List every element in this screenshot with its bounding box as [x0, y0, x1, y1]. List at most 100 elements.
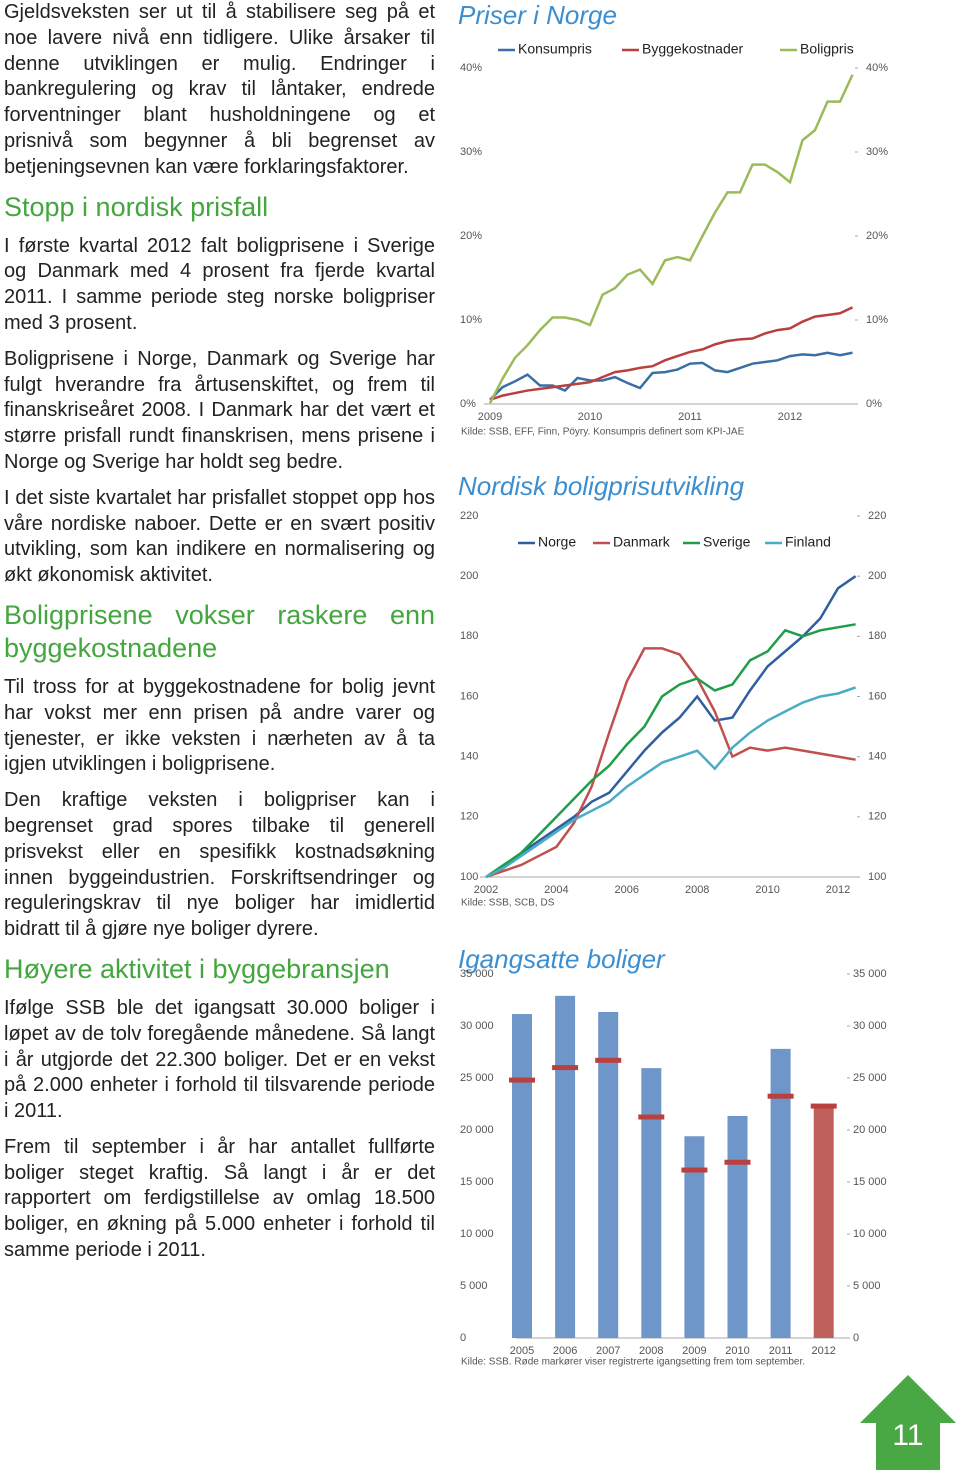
x-tick-label: 2012	[778, 411, 802, 423]
chart-title: Priser i Norge	[458, 0, 617, 30]
x-tick-label: 2007	[596, 1345, 620, 1357]
paragraph: Frem til september i år har antallet ful…	[4, 1135, 435, 1262]
line	[485, 647, 856, 879]
page-number: 11	[892, 1419, 923, 1452]
x-tick-label: 2004	[544, 884, 568, 896]
marker	[638, 1114, 665, 1120]
y-tick-label-right: 220	[868, 510, 886, 522]
y-tick-label-right: 0	[853, 1332, 859, 1344]
y-tick-label: 10%	[460, 314, 482, 326]
y-tick-label: 5 000	[460, 1280, 488, 1292]
legend-label: Danmark	[613, 534, 671, 550]
bar	[598, 1011, 619, 1338]
y-tick-label: 20 000	[460, 1124, 494, 1136]
paragraph: Gjeldsveksten ser ut til å stabilisere s…	[4, 1, 435, 178]
y-tick-label: 15 000	[460, 1176, 494, 1188]
bar	[813, 1106, 834, 1338]
bar	[512, 1014, 532, 1338]
chart-title: Nordisk boligprisutvikling	[458, 471, 745, 501]
y-tick-label-right: 30%	[866, 146, 888, 158]
y-tick-label-right: 20 000	[853, 1124, 887, 1136]
line	[485, 623, 856, 879]
y-tick-label-right: 180	[868, 630, 886, 642]
y-tick-label-right: 200	[868, 570, 886, 582]
marker	[810, 1103, 837, 1109]
chart-note: Kilde: SSB, EFF, Finn, Pöyry. Konsumpris…	[461, 427, 745, 438]
y-tick-label-right: 40%	[866, 62, 888, 74]
chart-note: Kilde: SSB. Røde markører viser registre…	[461, 1357, 805, 1368]
x-tick-label: 2002	[474, 884, 498, 896]
paragraph: Ifølge SSB ble det igangsatt 30.000 boli…	[4, 996, 435, 1123]
y-tick-label: 0	[460, 1332, 466, 1344]
chart-note: Kilde: SSB, SCB, DS	[461, 898, 555, 909]
y-tick-label-right: 10%	[866, 314, 888, 326]
y-tick-label: 25 000	[460, 1072, 494, 1084]
heading: Stopp i nordisk prisfall	[4, 191, 269, 222]
y-tick-label: 40%	[460, 62, 482, 74]
legend-label: Konsumpris	[518, 41, 592, 57]
legend-label: Sverige	[703, 534, 751, 550]
heading: Høyere aktivitet i byggebransjen	[4, 953, 390, 984]
x-tick-label: 2010	[578, 411, 602, 423]
y-tick-label-right: 160	[868, 690, 886, 702]
y-tick-label-right: 100	[868, 871, 886, 883]
line	[488, 74, 854, 404]
legend-label: Boligpris	[800, 41, 854, 57]
y-tick-label-right: 20%	[866, 230, 888, 242]
legend-label: Norge	[538, 534, 576, 550]
legend-label: Byggekostnader	[642, 41, 744, 57]
marker	[509, 1077, 535, 1083]
bar	[727, 1115, 748, 1338]
line	[485, 575, 857, 879]
y-tick-label: 140	[460, 751, 478, 763]
y-tick-label: 0%	[460, 398, 476, 410]
heading: Boligprisene vokser raskere enn byggekos…	[4, 599, 435, 663]
x-tick-label: 2010	[755, 884, 779, 896]
marker	[767, 1093, 794, 1099]
y-tick-label: 10 000	[460, 1228, 494, 1240]
y-tick-label-right: 25 000	[853, 1072, 887, 1084]
x-tick-label: 2012	[826, 884, 850, 896]
x-tick-label: 2006	[553, 1345, 577, 1357]
y-tick-label-right: 0%	[866, 398, 882, 410]
chart-title: Igangsatte boliger	[458, 944, 666, 974]
paragraph: I første kvartal 2012 falt boligprisene …	[4, 234, 435, 334]
x-tick-label: 2008	[639, 1345, 663, 1357]
y-tick-label: 160	[460, 690, 478, 702]
y-tick-label-right: 5 000	[853, 1280, 881, 1292]
y-tick-label: 35 000	[460, 968, 494, 980]
legend-label: Finland	[785, 534, 831, 550]
paragraph: Til tross for at byggekostnadene for bol…	[4, 675, 435, 776]
y-tick-label-right: 30 000	[853, 1020, 887, 1032]
x-tick-label: 2006	[615, 884, 639, 896]
marker	[724, 1159, 751, 1165]
bar	[770, 1048, 791, 1338]
y-tick-label: 220	[460, 510, 478, 522]
x-tick-label: 2010	[725, 1345, 749, 1357]
y-tick-label: 120	[460, 811, 478, 823]
page-badge	[860, 1375, 956, 1470]
x-tick-label: 2008	[685, 884, 709, 896]
bar	[555, 995, 576, 1338]
y-tick-label: 20%	[460, 230, 482, 242]
y-tick-label: 30%	[460, 146, 482, 158]
x-tick-label: 2009	[682, 1345, 706, 1357]
x-tick-label: 2011	[678, 411, 702, 423]
y-tick-label: 180	[460, 630, 478, 642]
paragraph: Den kraftige veksten i boligpriser kan i…	[4, 789, 435, 941]
line	[489, 306, 854, 401]
y-tick-label: 200	[460, 570, 478, 582]
bar	[641, 1068, 662, 1338]
text-column: Gjeldsveksten ser ut til å stabilisere s…	[4, 0, 435, 1274]
y-tick-label: 30 000	[460, 1020, 494, 1032]
x-tick-label: 2005	[510, 1345, 534, 1357]
bar	[684, 1136, 705, 1338]
x-tick-label: 2011	[769, 1345, 793, 1357]
y-tick-label-right: 10 000	[853, 1228, 887, 1240]
y-tick-label-right: 140	[868, 751, 886, 763]
y-tick-label-right: 120	[868, 811, 886, 823]
x-tick-label: 2009	[478, 411, 502, 423]
paragraph: Boligprisene i Norge, Danmark og Sverige…	[4, 347, 435, 473]
